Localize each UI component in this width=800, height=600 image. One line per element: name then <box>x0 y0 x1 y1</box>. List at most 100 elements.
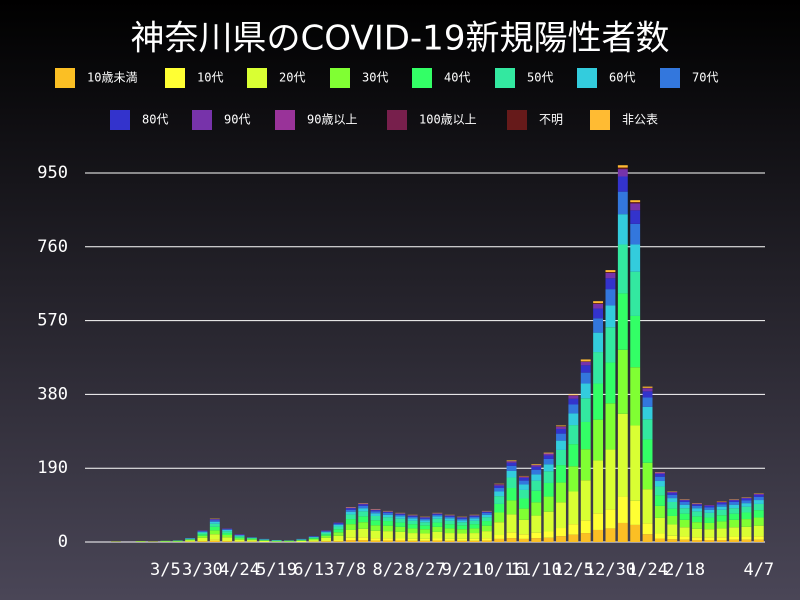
bar-segment <box>753 510 764 518</box>
bar-segment <box>556 536 566 542</box>
bar-segment <box>345 509 356 512</box>
bar-segment <box>617 165 628 168</box>
bar-segment <box>593 529 604 542</box>
bar-segment <box>642 388 653 392</box>
bar-segment <box>704 512 715 518</box>
bar-segment <box>518 498 529 509</box>
bar-segment <box>246 538 257 540</box>
bar-segment <box>729 539 740 542</box>
bar-segment <box>420 520 430 523</box>
bar-segment <box>444 520 455 525</box>
bar-segment <box>679 504 690 509</box>
bar-segment <box>704 522 715 530</box>
bar-segment <box>407 518 418 521</box>
bar-segment <box>580 398 591 422</box>
legend-label: 30代 <box>362 71 388 85</box>
bar-segment <box>654 533 665 539</box>
bar-segment <box>246 539 257 541</box>
bar-segment <box>667 539 678 542</box>
bar-segment <box>568 404 579 414</box>
bar-segment <box>654 538 665 542</box>
legend-swatch <box>330 68 350 88</box>
bar-segment <box>370 509 381 511</box>
x-tick-label: 3/5 <box>150 560 181 580</box>
bar-segment <box>729 504 740 509</box>
bar-segment <box>543 531 554 538</box>
bar-segment <box>580 383 591 399</box>
bar-segment <box>642 439 653 463</box>
x-tick-label: 8/27 <box>405 560 446 580</box>
bar-segment <box>568 524 579 535</box>
bar-segment <box>605 528 616 542</box>
bar-segment <box>741 498 752 501</box>
bar-segment <box>741 519 752 527</box>
bar-segment <box>716 501 727 503</box>
bar-segment <box>704 540 715 542</box>
bar-segment <box>234 537 245 539</box>
bar-segment <box>481 514 492 518</box>
bar-segment <box>617 293 628 350</box>
bar-segment <box>593 460 604 514</box>
bar-segment <box>358 511 369 517</box>
bar-segment <box>308 538 319 541</box>
bar-segment <box>692 504 702 506</box>
bar-segment <box>630 315 641 368</box>
bar-segment <box>716 504 727 507</box>
bar-segment <box>605 449 616 510</box>
bar-segment <box>481 517 492 522</box>
bar-segment <box>568 534 579 542</box>
bar-segment <box>729 499 740 501</box>
bar-segment <box>358 540 369 542</box>
bar-segment <box>444 516 455 519</box>
bar-segment <box>753 525 764 537</box>
bar-segment <box>704 509 715 513</box>
bar-segment <box>321 537 332 541</box>
bar-segment <box>667 515 678 525</box>
bar-segment <box>333 526 344 530</box>
bar-segment <box>716 506 727 510</box>
bar-segment <box>457 533 468 539</box>
bar-segment <box>642 419 653 440</box>
bar-segment <box>345 511 356 515</box>
bar-segment <box>580 361 591 366</box>
bar-segment <box>382 512 393 515</box>
bar-segment <box>457 529 468 534</box>
bar-segment <box>333 522 344 524</box>
legend-label: 不明 <box>539 113 563 127</box>
bar-segment <box>518 489 529 499</box>
bar-segment <box>506 514 517 533</box>
bar-segment <box>543 511 554 532</box>
bar-segment <box>382 511 393 513</box>
x-tick-label: 8/2 <box>373 560 404 580</box>
bar-segment <box>407 524 418 529</box>
bar-segment <box>382 514 393 518</box>
bar-segment <box>580 449 591 481</box>
bar-segment <box>481 540 492 542</box>
legend-swatch <box>192 110 212 130</box>
bar-segment <box>518 534 529 539</box>
bar-segment <box>605 289 616 306</box>
bar-segment <box>321 534 332 536</box>
bar-segment <box>444 540 455 542</box>
bar-segment <box>432 514 443 517</box>
bar-segment <box>617 413 628 497</box>
bar-segment <box>531 538 542 542</box>
bar-segment <box>543 537 554 542</box>
bar-segment <box>630 203 641 211</box>
bar-segment <box>407 533 418 539</box>
bar-segment <box>333 535 344 541</box>
bar-segment <box>197 541 208 542</box>
bar-segment <box>407 516 418 519</box>
bar-segment <box>321 541 332 542</box>
bar-segment <box>593 308 604 319</box>
bar-segment <box>630 200 641 203</box>
bar-segment <box>593 301 604 304</box>
bar-segment <box>654 472 665 475</box>
bar-segment <box>321 531 332 532</box>
bar-segment <box>753 536 764 540</box>
bar-segment <box>729 527 740 537</box>
bar-segment <box>593 383 604 420</box>
bar-segment <box>444 528 455 534</box>
bar-segment <box>692 522 702 529</box>
legend-label: 100歳以上 <box>419 113 477 127</box>
